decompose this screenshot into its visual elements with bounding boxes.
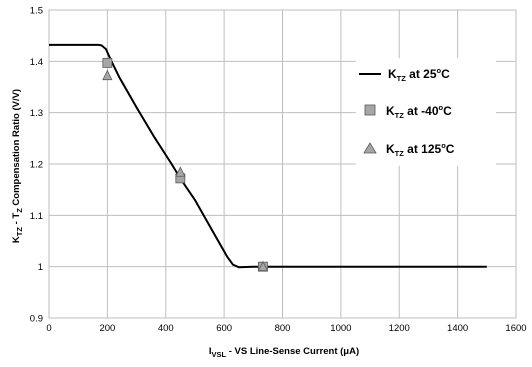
x-tick-label: 1000 [330,323,351,334]
plot-area-frame [48,9,517,319]
x-tick-label: 1200 [389,323,410,334]
legend-square-swatch [364,104,376,116]
y-tick-labels: 0.9 1 1.1 1.2 1.3 1.4 1.5 [30,6,43,325]
y-tick-label: 1.5 [30,6,43,17]
x-tick-label: 800 [275,323,291,334]
marker-125c [175,166,186,177]
series-line-25c [49,43,487,269]
legend-triangle-swatch [363,142,377,154]
y-tick-label: 1.4 [30,57,43,68]
legend-entry-25c: KTZ at 25oC [388,66,450,83]
y-tick-label: 0.9 [30,314,43,325]
x-tick-label: 200 [99,323,115,334]
legend: KTZ at 25oC KTZ at -40oC KTZ at 125oC [356,58,496,166]
legend-entry-minus40c: KTZ at -40oC [386,103,452,120]
y-tick-label: 1 [38,262,43,273]
x-tick-label: 1600 [505,323,526,334]
x-tick-label: 400 [158,323,174,334]
legend-background [356,58,496,166]
marker-minus40c [102,57,113,68]
series-layer [49,43,487,272]
y-tick-label: 1.2 [30,160,43,171]
x-tick-label: 600 [216,323,232,334]
y-tick-label: 1.3 [30,108,43,119]
marker-125c [102,69,113,81]
x-tick-label: 1400 [447,323,468,334]
marker-125c [257,260,269,272]
x-tick-label: 0 [46,323,51,334]
x-axis-title: IVSL - VS Line-Sense Current (μA) [209,346,359,359]
legend-entry-125c: KTZ at 125oC [386,141,455,158]
x-tick-labels: 0 200 400 600 800 1000 1200 1400 1600 [46,323,526,334]
y-tick-label: 1.1 [30,211,43,222]
y-axis-title: KTZ - TZ Compensation Ratio (V/V) [11,89,24,243]
